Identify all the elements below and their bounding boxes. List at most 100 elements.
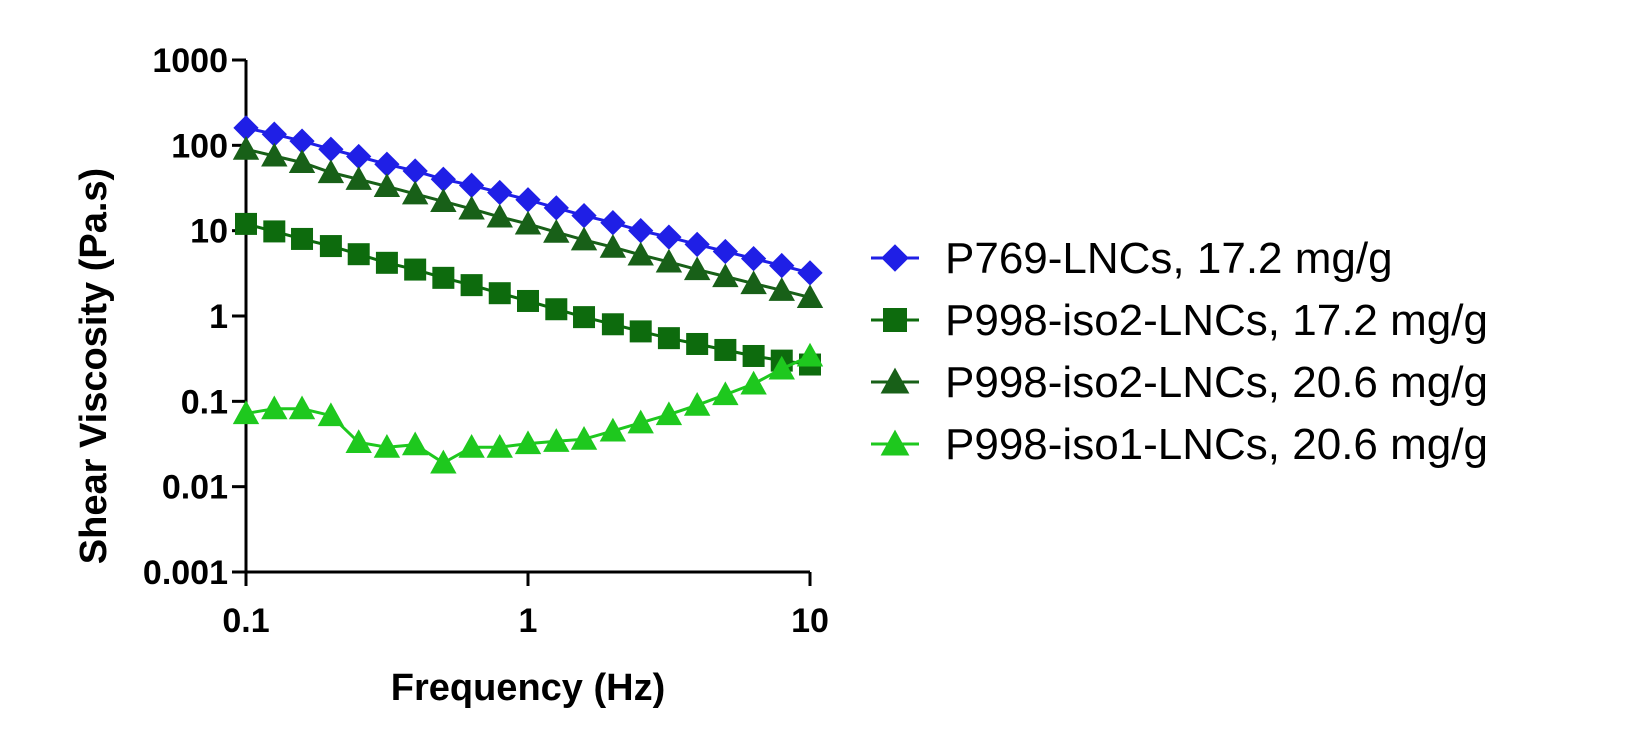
data-point bbox=[488, 282, 511, 305]
legend-marker bbox=[880, 429, 910, 456]
data-point bbox=[627, 241, 654, 266]
legend-label: P998-iso2-LNCs, 20.6 mg/g bbox=[945, 358, 1488, 407]
data-point bbox=[573, 306, 596, 329]
data-point bbox=[374, 151, 400, 177]
data-point bbox=[655, 248, 683, 273]
y-tick-label: 0.01 bbox=[162, 469, 228, 507]
data-point bbox=[514, 210, 542, 235]
series-3 bbox=[232, 136, 824, 309]
data-point bbox=[401, 431, 429, 456]
data-point bbox=[599, 234, 627, 258]
data-point bbox=[570, 226, 598, 251]
legend-marker bbox=[883, 308, 907, 332]
data-point bbox=[232, 136, 260, 160]
data-point bbox=[430, 449, 457, 474]
data-point bbox=[600, 210, 626, 236]
y-ticks: 0.001 0.01 0.1 1 10 100 1000 bbox=[143, 42, 246, 592]
x-tick-label: 0.1 bbox=[222, 602, 269, 640]
data-point bbox=[345, 429, 372, 453]
series-1 bbox=[233, 115, 823, 286]
y-tick-label: 0.1 bbox=[181, 383, 228, 421]
legend-marker bbox=[881, 244, 909, 272]
data-point bbox=[657, 327, 680, 350]
data-point bbox=[655, 401, 683, 426]
data-point bbox=[346, 143, 372, 170]
legend-label: P998-iso2-LNCs, 17.2 mg/g bbox=[945, 296, 1488, 345]
series-2 bbox=[235, 212, 821, 376]
data-point bbox=[543, 195, 569, 221]
y-tick-label: 100 bbox=[171, 127, 228, 165]
data-point bbox=[656, 224, 682, 250]
data-point bbox=[571, 202, 597, 229]
data-point bbox=[486, 203, 513, 228]
legend-swatch-triangle bbox=[871, 429, 919, 456]
data-point bbox=[291, 227, 314, 250]
data-point bbox=[769, 252, 795, 279]
data-point bbox=[319, 235, 342, 258]
data-point bbox=[233, 115, 259, 141]
series-4 bbox=[232, 342, 824, 474]
legend-label: P998-iso1-LNCs, 20.6 mg/g bbox=[945, 420, 1488, 469]
data-point bbox=[740, 370, 767, 395]
data-point bbox=[683, 256, 711, 281]
data-point bbox=[517, 289, 539, 312]
y-tick-label: 10 bbox=[190, 213, 228, 251]
data-point bbox=[261, 121, 287, 147]
data-point bbox=[740, 245, 767, 272]
series-layer bbox=[232, 115, 824, 474]
data-point bbox=[263, 220, 286, 243]
data-point bbox=[430, 166, 457, 192]
data-point bbox=[288, 149, 316, 174]
data-point bbox=[373, 173, 401, 197]
x-axis-title: Frequency (Hz) bbox=[391, 667, 665, 709]
legend-label: P769-LNCs, 17.2 mg/g bbox=[945, 234, 1393, 283]
data-point bbox=[373, 434, 401, 458]
data-point bbox=[712, 263, 739, 288]
data-point bbox=[317, 402, 345, 427]
data-point bbox=[486, 434, 513, 458]
data-point bbox=[317, 159, 345, 184]
data-point bbox=[460, 274, 483, 297]
data-point bbox=[712, 238, 739, 265]
legend-item: P998-iso2-LNCs, 20.6 mg/g bbox=[871, 358, 1488, 407]
data-point bbox=[628, 218, 654, 244]
data-point bbox=[458, 195, 485, 220]
data-point bbox=[515, 187, 541, 213]
data-point bbox=[289, 128, 315, 154]
data-point bbox=[261, 142, 288, 167]
axes: 0.001 0.01 0.1 1 10 100 1000 0.1 1 10 bbox=[143, 42, 829, 640]
data-point bbox=[543, 218, 570, 243]
legend-marker bbox=[880, 367, 910, 394]
legend-swatch-triangle bbox=[871, 367, 919, 394]
data-point bbox=[345, 166, 372, 190]
data-point bbox=[796, 342, 824, 367]
data-point bbox=[261, 395, 288, 420]
data-point bbox=[627, 409, 654, 434]
y-tick-label: 0.001 bbox=[143, 554, 228, 592]
data-point bbox=[543, 428, 570, 452]
data-point bbox=[402, 158, 428, 184]
data-point bbox=[712, 381, 739, 406]
data-point bbox=[683, 392, 711, 416]
data-point bbox=[686, 332, 709, 355]
legend-swatch-diamond bbox=[871, 244, 919, 272]
y-axis-title: Shear Viscosity (Pa.s) bbox=[73, 168, 115, 564]
legend-item: P998-iso2-LNCs, 17.2 mg/g bbox=[871, 296, 1488, 345]
data-point bbox=[740, 270, 767, 295]
data-point bbox=[742, 344, 765, 367]
data-point bbox=[347, 243, 370, 266]
data-point bbox=[684, 231, 710, 258]
data-point bbox=[714, 338, 737, 361]
legend: P769-LNCs, 17.2 mg/g P998-iso2-LNCs, 17.… bbox=[871, 234, 1488, 469]
legend-swatch-square bbox=[871, 308, 919, 332]
data-point bbox=[432, 266, 455, 289]
y-tick-label: 1000 bbox=[152, 42, 228, 80]
data-point bbox=[232, 400, 260, 425]
data-point bbox=[235, 212, 257, 235]
data-point bbox=[487, 179, 513, 206]
data-point bbox=[768, 277, 795, 301]
data-point bbox=[570, 425, 598, 450]
data-point bbox=[458, 172, 485, 198]
data-point bbox=[401, 180, 429, 205]
